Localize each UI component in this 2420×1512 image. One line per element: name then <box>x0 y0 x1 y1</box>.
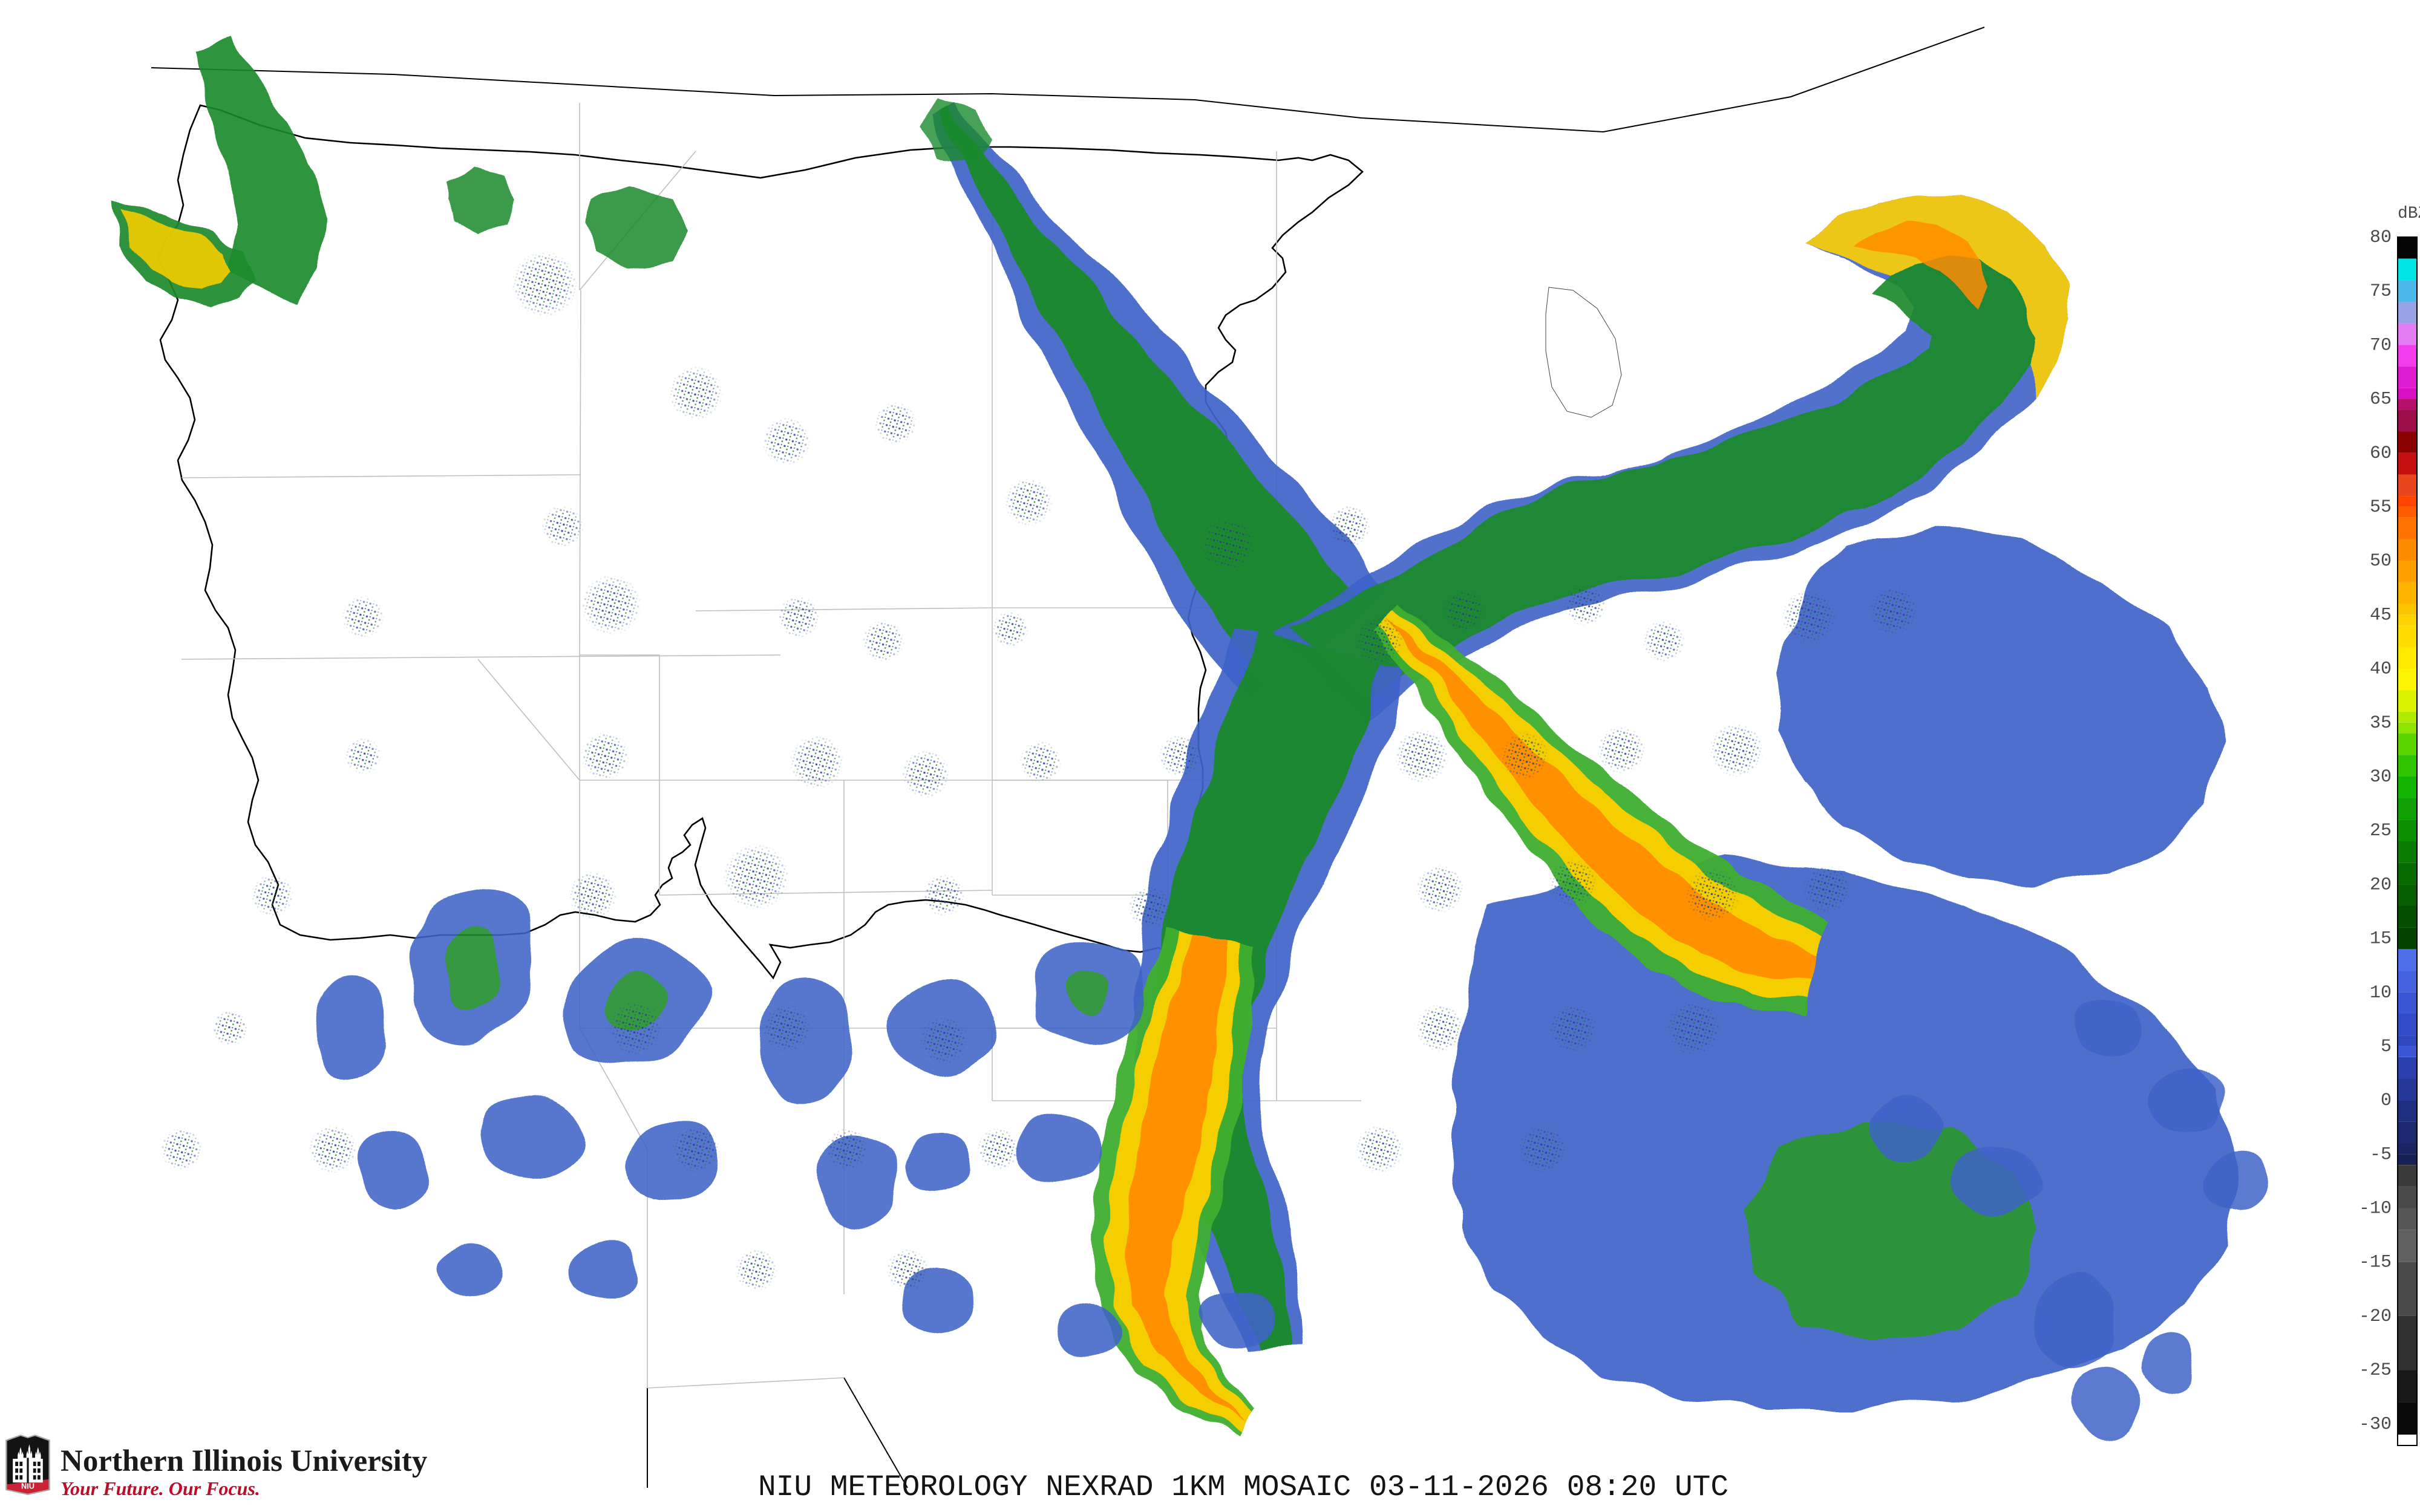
svg-text:10: 10 <box>2370 983 2392 1003</box>
svg-text:-20: -20 <box>2359 1306 2392 1327</box>
svg-text:65: 65 <box>2370 389 2392 410</box>
svg-text:5: 5 <box>2381 1037 2392 1057</box>
svg-text:-25: -25 <box>2359 1360 2392 1381</box>
svg-text:NIU: NIU <box>21 1482 34 1491</box>
svg-text:NIU METEOROLOGY NEXRAD 1KM MOS: NIU METEOROLOGY NEXRAD 1KM MOSAIC 03-11-… <box>758 1470 1728 1504</box>
svg-text:-10: -10 <box>2359 1199 2392 1219</box>
svg-text:30: 30 <box>2370 767 2392 787</box>
svg-text:40: 40 <box>2370 659 2392 680</box>
svg-text:dBZ: dBZ <box>2398 204 2420 223</box>
svg-text:55: 55 <box>2370 497 2392 518</box>
svg-text:45: 45 <box>2370 605 2392 625</box>
svg-text:0: 0 <box>2381 1090 2392 1111</box>
svg-text:35: 35 <box>2370 713 2392 734</box>
svg-text:60: 60 <box>2370 443 2392 464</box>
svg-text:Your Future. Our Focus.: Your Future. Our Focus. <box>60 1478 260 1499</box>
svg-text:-30: -30 <box>2359 1414 2392 1435</box>
svg-text:80: 80 <box>2370 227 2392 248</box>
svg-text:Northern Illinois University: Northern Illinois University <box>60 1444 427 1478</box>
svg-text:20: 20 <box>2370 875 2392 895</box>
svg-text:50: 50 <box>2370 551 2392 572</box>
svg-text:75: 75 <box>2370 281 2392 302</box>
svg-text:-5: -5 <box>2370 1144 2392 1165</box>
svg-text:25: 25 <box>2370 821 2392 841</box>
svg-text:15: 15 <box>2370 929 2392 950</box>
svg-text:70: 70 <box>2370 335 2392 356</box>
svg-text:-15: -15 <box>2359 1253 2392 1273</box>
